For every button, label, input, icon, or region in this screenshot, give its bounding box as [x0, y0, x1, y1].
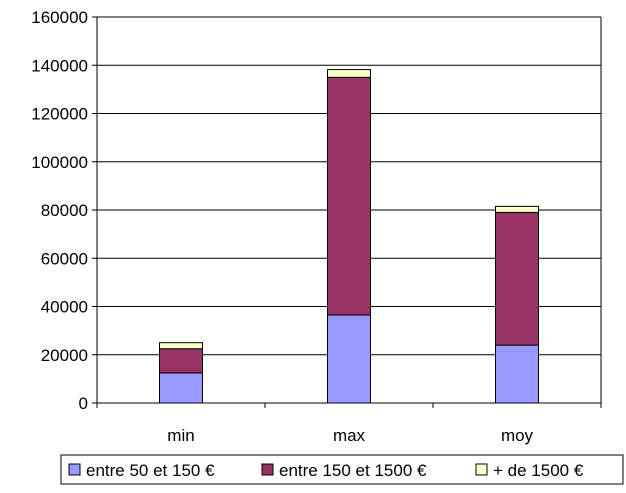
legend-label-1: entre 150 et 1500 € [279, 461, 427, 480]
y-tick-label: 0 [79, 394, 88, 413]
legend-label-2: + de 1500 € [493, 461, 584, 480]
y-tick-label: 20000 [41, 346, 88, 365]
legend-swatch-2 [475, 463, 488, 476]
legend-swatch-1 [261, 463, 274, 476]
y-tick-label: 120000 [31, 105, 88, 124]
axes [92, 16, 602, 408]
bar-segment-max-series-0 [327, 314, 371, 404]
bar-segment-min-series-1 [159, 348, 203, 374]
bar-segment-min-series-2 [159, 342, 203, 350]
y-tick-labels: 0 20000 40000 60000 80000 100000 120000 140000 1… [31, 8, 88, 413]
bar-segment-moy-series-2 [495, 205, 539, 213]
bar-segment-moy-series-0 [495, 344, 539, 404]
bars [159, 69, 539, 404]
x-tick-label: max [333, 426, 366, 445]
y-tick-label: 80000 [41, 201, 88, 220]
legend-swatch-0 [68, 463, 81, 476]
legend-box [60, 454, 624, 485]
legend: entre 50 et 150 € entre 150 et 1500 € + de… [60, 454, 624, 485]
y-tick-label: 160000 [31, 8, 88, 27]
x-tick-label: moy [501, 426, 534, 445]
bar-segment-moy-series-1 [495, 211, 539, 346]
y-tick-label: 100000 [31, 153, 88, 172]
y-tick-label: 60000 [41, 249, 88, 268]
x-tick-labels: min max moy [167, 426, 533, 445]
legend-label-0: entre 50 et 150 € [86, 461, 215, 480]
x-tick-label: min [167, 426, 194, 445]
bar-segment-min-series-0 [159, 372, 203, 404]
y-tick-label: 40000 [41, 298, 88, 317]
bar-segment-max-series-2 [327, 69, 371, 78]
bar-segment-max-series-1 [327, 76, 371, 316]
y-tick-label: 140000 [31, 56, 88, 75]
